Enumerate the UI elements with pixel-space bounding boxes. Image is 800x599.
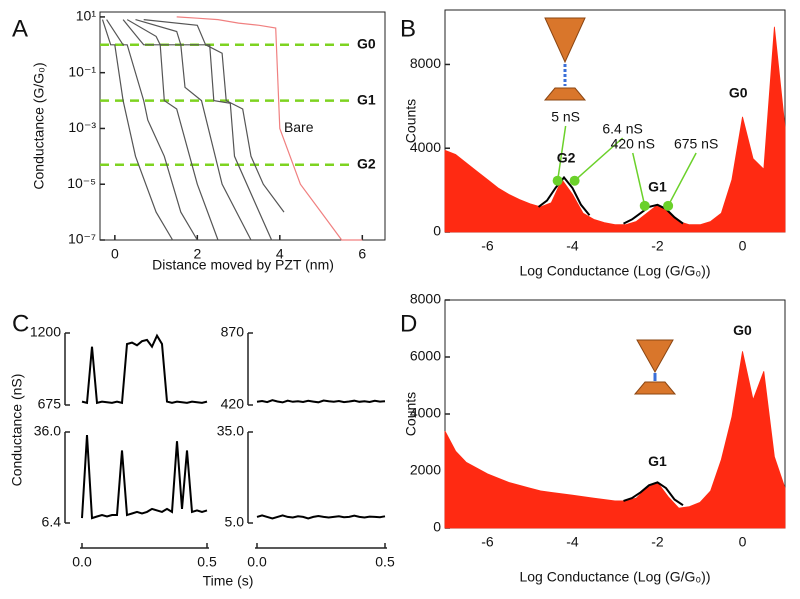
x-tick-label: -6 [481, 238, 494, 254]
time-trace [81, 435, 208, 520]
panel-label: B [400, 15, 416, 42]
peak-label: G0 [729, 84, 748, 100]
x-tick-label: 0 [111, 246, 119, 262]
x-tick-label: 0.0 [247, 554, 267, 570]
trace-line [101, 19, 174, 241]
substrate [633, 381, 677, 395]
y-tick-label: 10⁻⁷ [68, 231, 96, 247]
tip [636, 339, 674, 374]
time-trace [256, 399, 386, 404]
x-tick-label: 0.5 [197, 554, 217, 570]
x-tick-label: 0 [739, 534, 747, 550]
substrate [543, 87, 587, 101]
y-tick-label: 5.0 [225, 514, 245, 530]
trace-line [623, 203, 684, 225]
y-axis-label: Conductance (G/G₀) [31, 62, 47, 189]
leader-line [667, 152, 697, 207]
x-axis-label: Log Conductance (Log (G/G₀)) [519, 569, 710, 585]
trace-line [143, 19, 285, 213]
x-axis-label: Log Conductance (Log (G/G₀)) [519, 263, 710, 279]
y-tick-label: 6000 [410, 348, 441, 364]
x-tick-label: -4 [566, 534, 579, 550]
y-tick-label: 675 [38, 396, 62, 412]
y-tick-label: 0 [433, 223, 441, 239]
y-axis-label: Conductance (nS) [9, 374, 25, 487]
marker-point [663, 200, 674, 211]
peak-label: G1 [648, 179, 667, 195]
y-axis-label: Counts [403, 392, 419, 436]
marker-point [639, 200, 650, 211]
x-axis-label: Time (s) [203, 573, 254, 589]
trace-line [135, 19, 273, 241]
marker-point [569, 175, 580, 186]
point-label: 5 nS [551, 109, 580, 125]
point-label: 675 nS [674, 136, 718, 152]
y-tick-label: 35.0 [217, 423, 244, 439]
x-tick-label: -6 [481, 534, 494, 550]
y-tick-label: 10¹ [76, 8, 97, 24]
y-tick-label: 36.0 [34, 423, 61, 439]
reference-label: G1 [357, 91, 376, 107]
leader-line [556, 125, 567, 181]
reference-label: G2 [357, 155, 376, 171]
y-tick-label: 2000 [410, 462, 441, 478]
y-tick-label: 4000 [410, 405, 441, 421]
y-tick-label: 0 [433, 519, 441, 535]
time-trace [256, 514, 386, 520]
y-axis-label: Counts [403, 99, 419, 143]
time-trace [81, 333, 208, 405]
x-tick-label: 0 [739, 238, 747, 254]
x-tick-label: 2 [193, 246, 201, 262]
junction-inset [633, 339, 677, 395]
point-label: 420 nS [611, 136, 655, 152]
leader-line [574, 137, 624, 182]
trace-line [176, 16, 363, 241]
y-tick-label: 1200 [30, 324, 61, 340]
y-tick-label: 420 [221, 396, 245, 412]
y-tick-label: 4000 [410, 139, 441, 155]
panel-label: A [12, 15, 28, 42]
y-tick-label: 8000 [410, 291, 441, 307]
y-tick-label: 10⁻³ [68, 119, 96, 135]
y-tick-label: 6.4 [42, 514, 62, 530]
x-tick-label: -2 [651, 534, 664, 550]
y-tick-label: 8000 [410, 55, 441, 71]
y-tick-label: 870 [221, 324, 245, 340]
x-tick-label: 0.0 [72, 554, 92, 570]
trace-line [106, 19, 198, 241]
tip [544, 17, 586, 64]
point-label: 6.4 nS [602, 121, 642, 137]
peak-label: G2 [557, 149, 576, 165]
peak-label: G1 [648, 453, 667, 469]
x-tick-label: 6 [358, 246, 366, 262]
trace-line [537, 175, 591, 216]
x-tick-label: 0.5 [375, 554, 395, 570]
junction-inset [543, 17, 587, 101]
trace-line [623, 481, 684, 507]
x-axis-label: Distance moved by PZT (nm) [152, 257, 334, 273]
panel-label: C [12, 310, 29, 337]
peak-label: G0 [733, 322, 752, 338]
x-tick-label: -4 [566, 238, 579, 254]
leader-line [632, 152, 646, 206]
histogram-area [444, 26, 786, 233]
panel-label: D [400, 310, 417, 337]
x-tick-label: 4 [276, 246, 284, 262]
reference-label: G0 [357, 35, 376, 51]
y-tick-label: 10⁻⁵ [67, 175, 96, 191]
trace-line [122, 19, 219, 241]
y-tick-label: 10⁻¹ [68, 63, 96, 79]
trace-line [126, 19, 252, 241]
histogram-area [444, 351, 786, 529]
plot-frame [99, 11, 386, 241]
annotation: Bare [284, 119, 314, 135]
x-tick-label: -2 [651, 238, 664, 254]
marker-point [552, 175, 563, 186]
